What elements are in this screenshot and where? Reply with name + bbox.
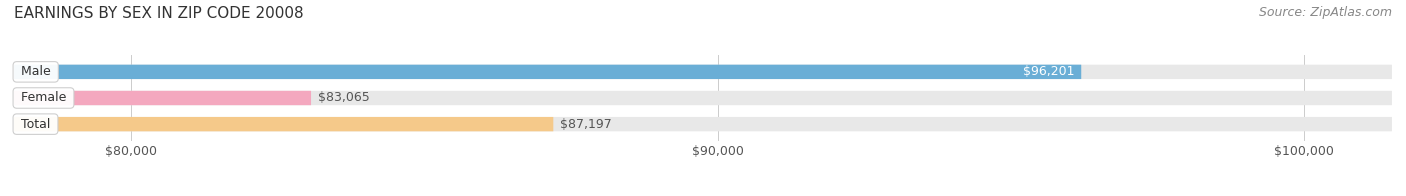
- FancyBboxPatch shape: [14, 65, 1081, 79]
- FancyBboxPatch shape: [14, 117, 554, 131]
- FancyBboxPatch shape: [14, 91, 311, 105]
- Text: $87,197: $87,197: [560, 118, 612, 131]
- Text: $83,065: $83,065: [318, 92, 370, 104]
- Text: Total: Total: [17, 118, 55, 131]
- FancyBboxPatch shape: [14, 91, 1392, 105]
- Text: EARNINGS BY SEX IN ZIP CODE 20008: EARNINGS BY SEX IN ZIP CODE 20008: [14, 6, 304, 21]
- FancyBboxPatch shape: [14, 117, 1392, 131]
- Text: Source: ZipAtlas.com: Source: ZipAtlas.com: [1258, 6, 1392, 19]
- Text: $96,201: $96,201: [1022, 65, 1074, 78]
- FancyBboxPatch shape: [14, 65, 1392, 79]
- Text: Female: Female: [17, 92, 70, 104]
- Text: Male: Male: [17, 65, 55, 78]
